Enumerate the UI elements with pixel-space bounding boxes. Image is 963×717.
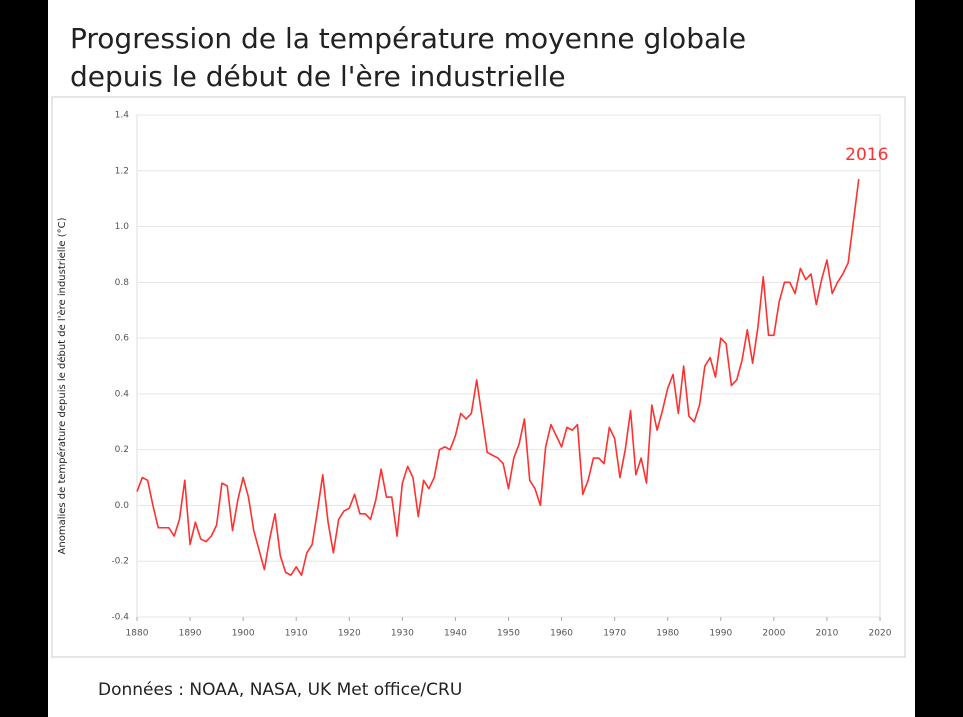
source-note: Données : NOAA, NASA, UK Met office/CRU (98, 680, 462, 700)
chart-subtitle: depuis le début de l'ère industrielle (70, 60, 566, 93)
x-tick-label: 2020 (869, 629, 892, 639)
x-tick-label: 1930 (391, 629, 414, 639)
x-tick-label: 1890 (179, 629, 202, 639)
x-tick-label: 1980 (656, 629, 679, 639)
y-tick-label: -0.4 (111, 613, 129, 623)
x-tick-label: 1920 (338, 629, 361, 639)
y-tick-label: 1.0 (115, 222, 130, 232)
y-tick-label: 0.0 (115, 501, 130, 511)
data-line (136, 179, 860, 576)
background (48, 0, 915, 717)
chart-title: Progression de la température moyenne gl… (70, 22, 746, 55)
x-tick-label: 1900 (232, 629, 255, 639)
annotation: 2016 (845, 145, 888, 165)
y-tick-label: 1.4 (115, 111, 130, 121)
y-tick-label: 0.4 (115, 389, 130, 399)
x-tick-label: 1910 (285, 629, 308, 639)
x-tick-label: 1880 (126, 629, 149, 639)
x-tick-label: 1950 (497, 629, 520, 639)
x-tick-label: 1940 (444, 629, 467, 639)
y-tick-label: 0.8 (115, 278, 130, 288)
x-tick-label: 2010 (815, 629, 838, 639)
y-tick-label: 0.2 (115, 445, 129, 455)
x-tick-label: 1990 (709, 629, 732, 639)
y-axis-label: Anomalies de température depuis le début… (56, 217, 68, 554)
x-tick-label: 1970 (603, 629, 626, 639)
y-tick-label: 0.6 (115, 334, 130, 344)
x-tick-label: 2000 (762, 629, 785, 639)
y-tick-label: 1.2 (115, 166, 129, 176)
y-tick-label: -0.2 (111, 557, 129, 567)
chart-frame (51, 96, 906, 658)
x-tick-label: 1960 (550, 629, 573, 639)
